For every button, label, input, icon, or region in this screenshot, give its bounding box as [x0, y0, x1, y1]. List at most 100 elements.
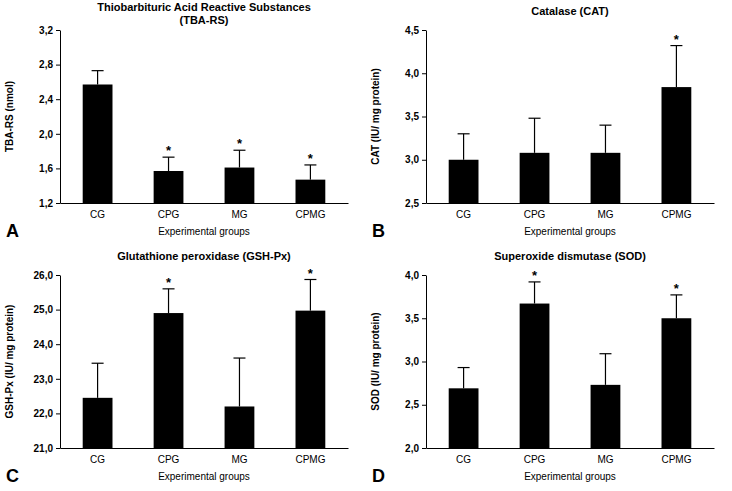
error-bar — [529, 282, 541, 304]
error-bar-cap — [233, 357, 245, 358]
y-tick-label: 3,5 — [405, 313, 419, 324]
y-tick: 1,6 — [39, 163, 60, 174]
error-bar-cap — [599, 353, 611, 354]
y-tick-mark — [56, 203, 60, 204]
error-bar — [233, 358, 245, 406]
x-tick-label: CG — [90, 209, 105, 220]
x-tick: CPG — [524, 203, 546, 220]
y-tick: 3,2 — [39, 25, 60, 36]
error-bar-stem — [676, 46, 677, 88]
bar — [296, 311, 326, 448]
error-bar-cap — [92, 70, 104, 71]
panel: 21,022,023,024,025,026,0CGCPGMGCPMG**Glu… — [4, 250, 349, 482]
panel: 1,21,62,02,42,83,2CGCPGMGCPMG***Thiobarb… — [4, 1, 349, 237]
y-tick-label: 2,5 — [405, 198, 419, 209]
x-tick: CPMG — [295, 448, 325, 465]
chart-title: Glutathione peroxidase (GSH-Px) — [117, 250, 291, 262]
error-bar — [304, 279, 316, 310]
y-tick: 3,0 — [405, 154, 426, 165]
significance-mark: * — [532, 268, 538, 283]
y-axis-title: CAT (IU/ mg protein) — [370, 68, 381, 164]
x-tick: CPG — [158, 448, 180, 465]
x-tick-label: MG — [597, 454, 613, 465]
error-bar — [599, 354, 611, 385]
y-tick-label: 2,0 — [39, 129, 53, 140]
y-tick: 2,4 — [39, 94, 60, 105]
error-bar-cap — [458, 133, 470, 134]
y-tick-mark — [56, 310, 60, 311]
error-bar-stem — [676, 295, 677, 318]
error-bar — [529, 118, 541, 153]
y-tick: 4,0 — [405, 68, 426, 79]
error-bar — [163, 157, 175, 171]
y-tick-mark — [56, 275, 60, 276]
x-axis-line — [427, 203, 715, 204]
y-tick-mark — [56, 448, 60, 449]
bar — [591, 385, 621, 448]
y-tick-mark — [422, 203, 426, 204]
y-tick: 4,0 — [405, 270, 426, 281]
y-tick-mark — [56, 413, 60, 414]
y-tick-label: 3,0 — [405, 154, 419, 165]
error-bar-stem — [97, 71, 98, 85]
x-tick-label: CPG — [158, 454, 180, 465]
x-tick: MG — [597, 203, 613, 220]
error-bar — [599, 125, 611, 153]
panel: 2,53,03,54,04,5CGCPGMGCPMG*Catalase (CAT… — [370, 5, 715, 237]
error-bar — [233, 150, 245, 167]
y-tick-mark — [56, 134, 60, 135]
y-tick-label: 3,2 — [39, 25, 53, 36]
error-bar — [163, 289, 175, 313]
y-tick-label: 2,5 — [405, 399, 419, 410]
y-tick-label: 21,0 — [34, 443, 54, 454]
y-tick-mark — [422, 30, 426, 31]
chart-title: Thiobarbituric Acid Reactive Substances(… — [97, 1, 311, 26]
x-tick-label: CG — [456, 454, 471, 465]
y-axis-line — [426, 276, 427, 449]
y-axis-line — [426, 31, 427, 204]
bar — [520, 153, 550, 203]
panel-letter: A — [6, 221, 19, 241]
bar — [296, 180, 326, 203]
y-tick-mark — [56, 168, 60, 169]
y-tick: 2,0 — [39, 129, 60, 140]
x-tick-label: CPG — [524, 209, 546, 220]
x-tick-label: CPMG — [661, 209, 691, 220]
x-axis: CGCPGMGCPMG — [61, 203, 349, 220]
y-tick-label: 4,5 — [405, 25, 419, 36]
significance-mark: * — [308, 265, 314, 280]
y-tick-label: 4,0 — [405, 68, 419, 79]
error-bar-stem — [97, 363, 98, 398]
y-tick: 24,0 — [34, 339, 60, 350]
y-tick-label: 2,4 — [39, 94, 53, 105]
x-axis-title: Experimental groups — [158, 471, 250, 482]
error-bar-stem — [168, 289, 169, 313]
bar — [662, 87, 692, 203]
error-bar-cap — [92, 363, 104, 364]
figure: 1,21,62,02,42,83,2CGCPGMGCPMG***Thiobarb… — [0, 0, 732, 491]
y-tick-mark — [422, 117, 426, 118]
x-tick: MG — [597, 448, 613, 465]
x-tick-label: CPMG — [295, 454, 325, 465]
x-axis-title: Experimental groups — [158, 226, 250, 237]
x-axis: CGCPGMGCPMG — [61, 448, 349, 465]
x-tick-label: CPMG — [661, 454, 691, 465]
y-tick-mark — [422, 405, 426, 406]
significance-mark: * — [166, 143, 172, 158]
error-bar-stem — [463, 134, 464, 160]
y-tick-mark — [422, 318, 426, 319]
error-bar-stem — [534, 118, 535, 153]
panel-letter: D — [372, 466, 385, 486]
x-tick-label: CG — [90, 454, 105, 465]
x-tick-label: CPG — [158, 209, 180, 220]
x-axis: CGCPGMGCPMG — [427, 448, 715, 465]
y-tick-mark — [422, 362, 426, 363]
error-bar-stem — [310, 165, 311, 180]
x-tick: MG — [231, 203, 247, 220]
error-bar — [458, 134, 470, 160]
x-tick: CG — [456, 203, 471, 220]
y-axis: 2,02,53,03,54,0 — [405, 270, 426, 454]
y-tick-label: 24,0 — [34, 339, 54, 350]
y-tick-mark — [422, 275, 426, 276]
y-tick: 3,5 — [405, 313, 426, 324]
